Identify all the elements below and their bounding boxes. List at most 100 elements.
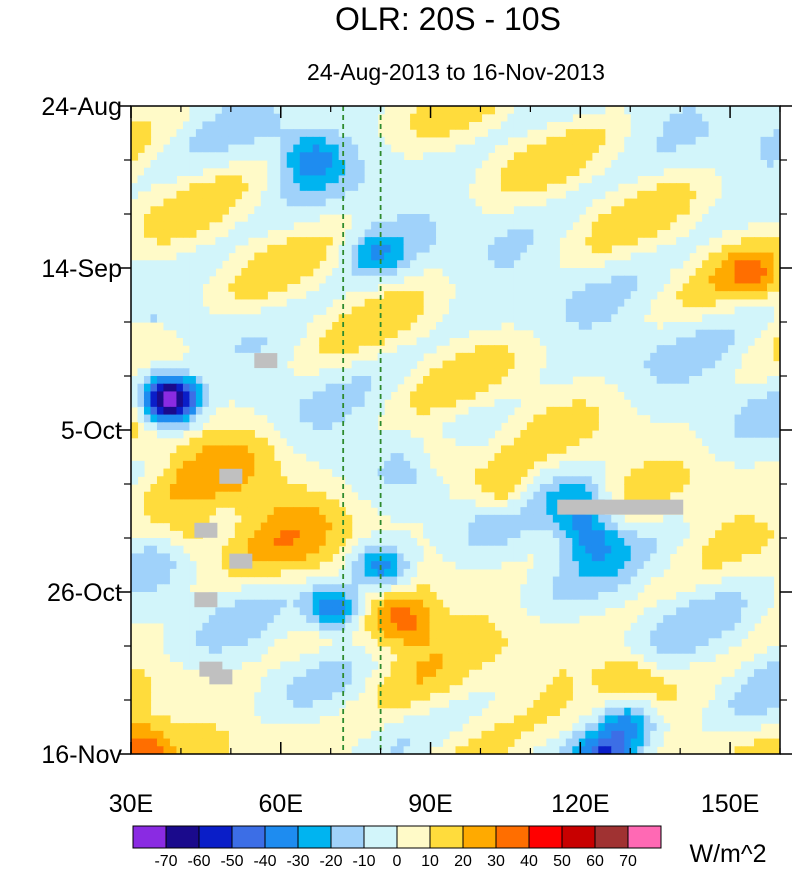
field-cell bbox=[695, 383, 703, 393]
field-cell bbox=[565, 584, 573, 593]
field-cell bbox=[539, 106, 547, 115]
field-cell bbox=[474, 507, 483, 516]
field-cell bbox=[663, 391, 671, 400]
field-cell bbox=[500, 252, 509, 261]
field-cell bbox=[721, 268, 729, 277]
field-cell bbox=[390, 175, 398, 184]
field-cell bbox=[533, 453, 541, 462]
field-cell bbox=[474, 368, 483, 377]
field-cell bbox=[195, 322, 203, 331]
field-cell bbox=[416, 484, 424, 493]
field-cell bbox=[169, 414, 178, 423]
field-cell bbox=[468, 352, 476, 362]
field-cell bbox=[163, 476, 171, 485]
field-cell bbox=[364, 214, 372, 223]
field-cell bbox=[260, 406, 268, 416]
field-cell bbox=[734, 414, 742, 423]
field-cell bbox=[708, 414, 716, 423]
field-cell bbox=[390, 499, 398, 508]
field-cell bbox=[247, 121, 255, 130]
field-cell bbox=[591, 568, 599, 578]
field-cell bbox=[169, 576, 178, 585]
field-cell bbox=[338, 268, 346, 277]
field-cell bbox=[397, 352, 405, 362]
field-cell bbox=[234, 337, 242, 346]
field-cell bbox=[461, 368, 470, 377]
field-cell bbox=[663, 322, 671, 331]
field-cell bbox=[650, 268, 658, 277]
field-cell bbox=[150, 422, 158, 431]
field-cell bbox=[260, 283, 268, 292]
field-cell bbox=[195, 437, 203, 447]
field-cell bbox=[312, 576, 320, 585]
field-cell bbox=[611, 268, 619, 277]
field-cell bbox=[280, 314, 288, 323]
field-cell bbox=[332, 175, 340, 184]
field-cell bbox=[338, 437, 346, 447]
field-cell bbox=[338, 283, 346, 292]
field-cell bbox=[650, 329, 658, 339]
field-cell bbox=[513, 175, 521, 184]
field-cell bbox=[695, 391, 703, 400]
field-cell bbox=[293, 522, 301, 531]
field-cell bbox=[734, 638, 742, 647]
field-cell bbox=[760, 314, 768, 323]
field-cell bbox=[494, 399, 502, 408]
field-cell bbox=[656, 376, 664, 385]
field-cell bbox=[637, 129, 645, 138]
field-cell bbox=[539, 337, 547, 346]
field-cell bbox=[280, 183, 288, 192]
field-cell bbox=[572, 545, 580, 555]
field-cell bbox=[637, 561, 645, 570]
field-cell bbox=[533, 206, 541, 215]
field-cell bbox=[228, 368, 236, 377]
field-cell bbox=[228, 630, 236, 639]
field-cell bbox=[143, 545, 152, 555]
field-cell bbox=[293, 152, 301, 161]
field-cell bbox=[760, 584, 768, 593]
field-cell bbox=[131, 152, 139, 161]
field-cell bbox=[332, 445, 340, 454]
field-cell bbox=[741, 592, 749, 601]
field-cell bbox=[312, 499, 320, 508]
field-cell bbox=[578, 314, 586, 323]
field-cell bbox=[481, 630, 489, 639]
field-cell bbox=[319, 622, 327, 632]
field-cell bbox=[442, 376, 450, 385]
field-cell bbox=[221, 553, 229, 562]
field-cell bbox=[436, 183, 444, 192]
field-cell bbox=[617, 538, 625, 547]
field-cell bbox=[195, 298, 203, 308]
field-cell bbox=[591, 183, 599, 192]
field-cell bbox=[358, 129, 366, 138]
field-cell bbox=[520, 491, 528, 501]
field-cell bbox=[676, 460, 684, 470]
field-cell bbox=[721, 190, 729, 200]
field-cell bbox=[552, 561, 560, 570]
field-cell bbox=[319, 514, 327, 524]
field-cell bbox=[436, 391, 444, 400]
field-cell bbox=[552, 160, 560, 169]
field-cell bbox=[643, 553, 651, 562]
field-cell bbox=[455, 244, 463, 254]
field-cell bbox=[273, 136, 281, 146]
field-cell bbox=[338, 113, 346, 123]
field-cell bbox=[228, 345, 236, 354]
field-cell bbox=[293, 198, 301, 207]
field-cell bbox=[286, 160, 294, 169]
field-cell bbox=[715, 160, 723, 169]
field-cell bbox=[247, 491, 255, 501]
field-cell bbox=[156, 430, 165, 439]
field-cell bbox=[643, 198, 651, 207]
field-cell bbox=[202, 244, 210, 254]
field-cell bbox=[423, 376, 431, 385]
field-cell bbox=[572, 152, 580, 161]
field-cell bbox=[312, 167, 320, 177]
field-cell bbox=[273, 507, 281, 516]
field-cell bbox=[436, 329, 444, 339]
field-cell bbox=[215, 345, 223, 354]
field-cell bbox=[526, 152, 534, 161]
field-cell bbox=[669, 607, 677, 616]
field-cell bbox=[734, 530, 742, 539]
field-cell bbox=[267, 615, 275, 624]
